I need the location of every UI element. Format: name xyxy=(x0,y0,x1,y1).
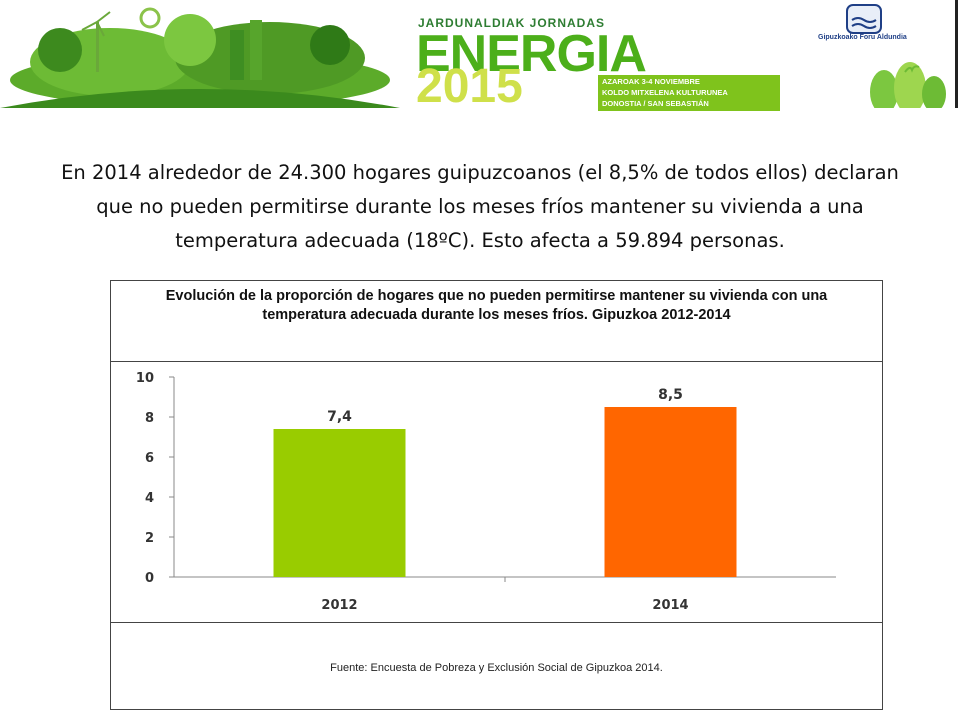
x-tick-label: 2014 xyxy=(652,598,688,613)
y-tick-label: 10 xyxy=(136,371,154,386)
org-shield-icon xyxy=(846,4,882,34)
energia-logo-text: ENERGIA xyxy=(416,25,647,83)
header-banner: JARDUNALDIAK JORNADAS ENERGIA 2015 AZARO… xyxy=(0,0,960,113)
footer-divider xyxy=(111,622,882,623)
chart-frame: Evolución de la proporción de hogares qu… xyxy=(110,280,883,710)
intro-paragraph: En 2014 alrededor de 24.300 hogares guip… xyxy=(61,161,899,252)
title-divider xyxy=(111,361,882,362)
y-tick-label: 4 xyxy=(145,491,154,506)
y-tick-label: 6 xyxy=(145,451,154,466)
source-note: Fuente: Encuesta de Pobreza y Exclusión … xyxy=(330,662,663,674)
bar-2014 xyxy=(604,407,737,577)
event-date: AZAROAK 3-4 NOVIEMBRE xyxy=(602,77,700,86)
event-venue: KOLDO MITXELENA KULTURUNEA xyxy=(602,88,728,97)
chart-title: Evolución de la proporción de hogares qu… xyxy=(165,288,828,323)
bar-value-label: 8,5 xyxy=(658,387,683,403)
bird-icon xyxy=(904,65,920,73)
event-info-box: AZAROAK 3-4 NOVIEMBRE KOLDO MITXELENA KU… xyxy=(598,75,780,111)
year-logo-text: 2015 xyxy=(416,60,523,113)
y-tick-label: 8 xyxy=(145,411,154,426)
jornadas-label: JARDUNALDIAK JORNADAS xyxy=(418,16,606,30)
y-tick-label: 2 xyxy=(145,531,154,546)
trees-illustration xyxy=(870,62,946,108)
event-city: DONOSTIA / SAN SEBASTIÁN xyxy=(602,99,709,108)
x-tick-label: 2012 xyxy=(321,598,357,613)
banner-edge-line xyxy=(955,0,958,108)
bar-chart: 0 2 4 6 8 10 7,4 2012 8,5 2014 xyxy=(136,371,836,613)
bar-value-label: 7,4 xyxy=(327,409,352,425)
eco-city-illustration xyxy=(0,7,400,108)
org-name: Gipuzkoako Foru Aldundia xyxy=(818,34,907,41)
bar-2012 xyxy=(273,429,406,577)
y-tick-label: 0 xyxy=(145,571,154,586)
